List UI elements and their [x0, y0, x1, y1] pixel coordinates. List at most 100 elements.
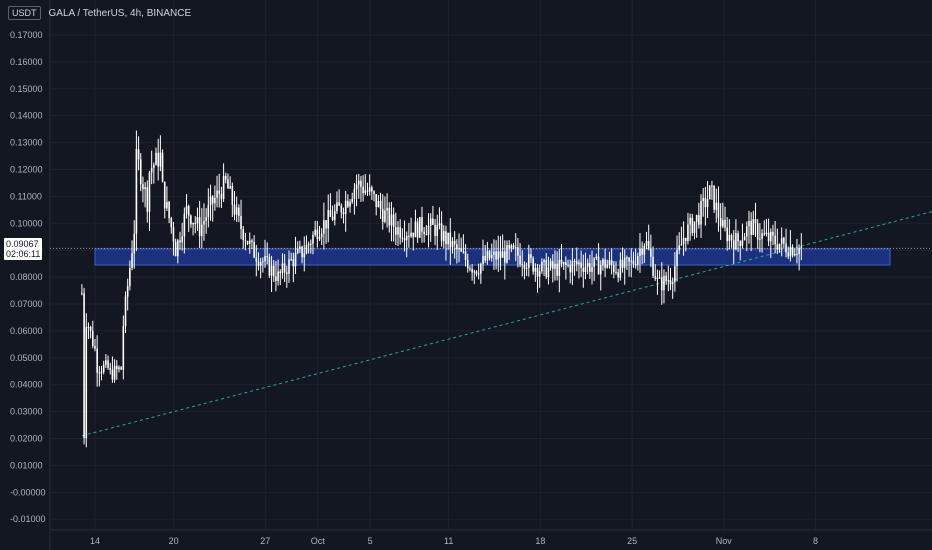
candle-body	[87, 326, 90, 328]
candle-body	[196, 217, 199, 224]
candle-body	[504, 251, 506, 263]
candle-body	[81, 293, 83, 295]
candle-body	[229, 186, 231, 189]
y-tick-label: 0.07000	[10, 299, 43, 309]
candle-body	[593, 257, 595, 267]
candle-body	[416, 221, 419, 238]
candle-body	[754, 219, 757, 224]
time-axis[interactable]: 14 20 27 Oct 5 11 18 25 Nov 8	[90, 536, 818, 546]
candle-body	[663, 275, 665, 291]
candle-body	[410, 232, 412, 237]
candle-body	[312, 235, 314, 244]
candle-body	[674, 266, 676, 282]
candle-body	[769, 231, 772, 242]
candle-body	[689, 217, 691, 225]
currency-unit-button[interactable]: USDT	[8, 6, 41, 20]
candle-body	[253, 241, 255, 258]
candle-body	[774, 235, 776, 245]
candle-body	[536, 267, 539, 277]
y-tick-label: 0.15000	[10, 84, 43, 94]
candle-body	[111, 369, 114, 380]
candle-body	[767, 232, 770, 242]
candle-body	[362, 186, 364, 194]
candle-body	[286, 272, 288, 274]
candle-body	[201, 224, 203, 237]
candle-body	[187, 205, 190, 216]
candle-body	[113, 365, 116, 380]
candle-body	[602, 259, 604, 266]
candle-body	[336, 202, 338, 212]
candle-body	[573, 261, 576, 263]
candle-body	[538, 271, 541, 277]
candle-body	[654, 275, 657, 279]
candlestick-series	[81, 130, 803, 448]
candle-body	[650, 248, 652, 257]
candle-body	[698, 215, 700, 225]
y-tick-label: 0.17000	[10, 30, 43, 40]
candle-body	[523, 264, 526, 269]
candle-body	[325, 220, 327, 229]
candle-body	[133, 233, 136, 254]
candle-body	[735, 233, 737, 250]
candle-body	[789, 247, 792, 257]
candle-body	[205, 217, 207, 221]
candle-body	[634, 264, 637, 266]
candle-body	[449, 232, 452, 248]
candle-body	[399, 227, 401, 238]
candle-body	[194, 222, 197, 224]
candle-body	[375, 193, 377, 207]
candle-body	[759, 238, 761, 240]
candle-body	[578, 262, 580, 265]
candle-body	[107, 360, 109, 368]
candle-body	[384, 210, 386, 222]
candle-body	[628, 257, 630, 262]
y-tick-label: 0.11000	[10, 191, 42, 201]
candle-body	[153, 164, 155, 168]
candle-body	[144, 187, 146, 190]
candle-body	[139, 159, 142, 185]
candle-body	[506, 245, 508, 263]
candle-body	[251, 240, 253, 242]
candle-body	[255, 257, 258, 262]
price-axis[interactable]: 0.17000 0.16000 0.15000 0.14000 0.13000 0.120…	[10, 30, 46, 524]
candle-body	[519, 255, 521, 265]
candle-body	[272, 265, 275, 277]
candle-body	[207, 205, 210, 218]
candle-body	[530, 254, 532, 259]
candle-body	[676, 250, 678, 267]
candle-body	[115, 365, 118, 370]
candle-body	[495, 251, 497, 260]
candle-body	[216, 190, 218, 198]
candle-body	[355, 184, 358, 190]
candle-body	[702, 197, 704, 202]
candle-body	[639, 248, 641, 257]
candle-body	[192, 222, 194, 225]
candle-body	[242, 228, 245, 241]
y-tick-label: 0.16000	[10, 57, 43, 67]
candle-body	[741, 240, 744, 246]
candle-body	[791, 247, 794, 256]
candle-body	[172, 227, 175, 242]
candle-body	[798, 247, 800, 255]
candle-body	[756, 223, 759, 240]
candle-body	[562, 262, 565, 265]
x-tick-label: 20	[169, 536, 179, 546]
candle-body	[732, 240, 735, 250]
candle-body	[161, 152, 164, 182]
candle-body	[730, 234, 733, 241]
candle-body	[726, 227, 728, 242]
current-price-value: 0.09067	[6, 239, 39, 249]
candle-body	[687, 224, 689, 241]
candle-body	[85, 326, 88, 439]
candle-body	[318, 237, 321, 240]
x-tick-label: 18	[535, 536, 545, 546]
y-tick-label: 0.08000	[10, 272, 43, 282]
candle-body	[327, 209, 330, 229]
candle-body	[772, 231, 774, 236]
y-tick-label: 0.01000	[10, 460, 43, 470]
candle-body	[338, 202, 340, 206]
candle-body	[279, 271, 282, 274]
candle-body	[447, 232, 449, 245]
candle-body	[266, 256, 268, 258]
